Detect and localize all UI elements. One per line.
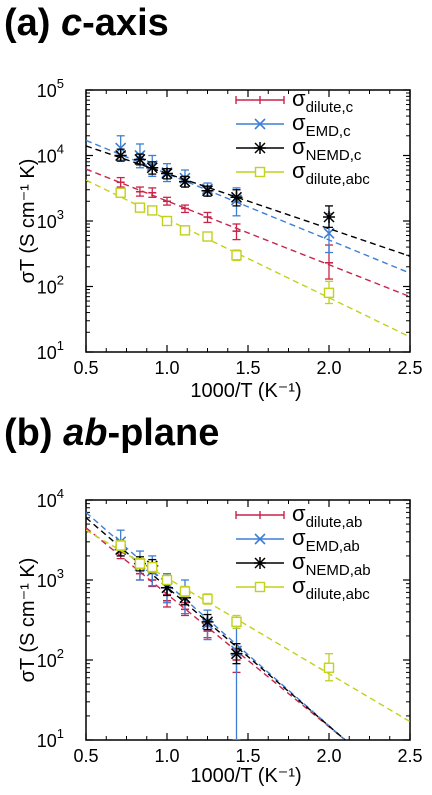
x-axis-label: 1000/T (K⁻¹) (190, 765, 301, 787)
legend-label: σNEMD,ab (292, 549, 371, 579)
legend-marker (254, 166, 266, 178)
legend-marker (254, 581, 266, 593)
legend-marker (254, 557, 266, 569)
plot-panel-a: 0.5 1.0 1.5 2.0 2.5 101 102 103 104 105 1000/T (K⁻… (17, 76, 423, 402)
data-point (230, 647, 243, 660)
data-point (231, 250, 242, 261)
panel-b-italic: ab (63, 412, 108, 454)
fit-line (86, 145, 410, 257)
x-tick-label: 2.5 (397, 358, 422, 378)
x-tick-label: 2.5 (397, 746, 422, 766)
panel-a-italic: c (61, 2, 83, 44)
data-point (115, 187, 126, 198)
series-dilute-abc (86, 529, 410, 723)
x-tick-label: 0.5 (73, 358, 98, 378)
series-nemd-c (86, 145, 410, 257)
data-point (323, 211, 335, 224)
x-tick-label: 2.0 (316, 746, 341, 766)
panel-b-rest: -plane (107, 412, 220, 454)
data-point (115, 540, 126, 551)
plot-panel-b: 0.5 1.0 1.5 2.0 2.5 101 102 103 104 1000/T (K⁻¹) σ… (17, 486, 423, 787)
y-axis-label: σT (S cm⁻¹ K) (17, 558, 39, 683)
data-point (147, 205, 158, 216)
panel-b-title: (b) ab-plane (4, 414, 219, 452)
data-point (178, 175, 191, 188)
x-tick-label: 2.0 (316, 358, 341, 378)
fit-line (86, 511, 346, 740)
series-dilute-c (86, 168, 410, 298)
data-point (201, 615, 214, 628)
panel-a-title: (a) c-axis (4, 4, 169, 42)
x-tick-label: 1.0 (154, 358, 179, 378)
data-point (134, 558, 146, 569)
y-tick-label: 101 (37, 338, 64, 363)
series-dilute-ab (86, 527, 346, 740)
data-point (202, 231, 213, 242)
fit-line (86, 139, 410, 274)
data-point (114, 149, 127, 162)
data-point (323, 287, 335, 299)
panel-a-rest: -axis (82, 2, 169, 44)
fit-line (86, 168, 410, 298)
data-point (147, 561, 158, 573)
plot-data (86, 511, 410, 740)
y-tick-label: 103 (37, 566, 64, 591)
legend-label: σEMD,c (292, 110, 351, 140)
data-point (133, 153, 146, 166)
series-dilute-abc (86, 179, 410, 338)
x-tick-label: 1.5 (235, 358, 260, 378)
y-tick-label: 105 (37, 76, 64, 101)
data-point (161, 574, 173, 586)
y-tick-label: 104 (37, 486, 64, 511)
data-point (146, 161, 159, 174)
legend-label: σEMD,ab (292, 525, 360, 555)
legend-label: σdilute,ab (292, 501, 362, 531)
x-tick-label: 1.0 (154, 746, 179, 766)
fit-line (86, 179, 410, 338)
data-point (161, 581, 173, 594)
y-axis-label: σT (S cm⁻¹ K) (17, 159, 39, 284)
legend-marker (254, 533, 266, 545)
panel-a-letter: (a) (4, 2, 61, 44)
fit-line (86, 527, 346, 740)
data-point (179, 225, 191, 236)
legend-label: σdilute,c (292, 86, 354, 116)
y-tick-label: 103 (37, 207, 64, 232)
data-point (231, 616, 242, 628)
legend-marker (254, 142, 266, 154)
fit-line (86, 517, 346, 740)
y-tick-label: 102 (37, 273, 64, 298)
legend-label: σNEMD,c (292, 134, 362, 164)
data-point (202, 593, 213, 605)
y-tick-label: 102 (37, 646, 64, 671)
legend-label: σdilute,abc (292, 573, 370, 603)
legend-marker (254, 118, 266, 130)
data-point (179, 586, 191, 597)
y-tick-label: 104 (37, 142, 64, 167)
data-point (323, 662, 335, 673)
data-point (230, 191, 243, 204)
data-point (161, 215, 173, 227)
plot-frame (85, 499, 411, 741)
data-point (161, 167, 173, 180)
plot-data (86, 135, 410, 338)
x-axis-label: 1000/T (K⁻¹) (190, 380, 301, 402)
data-point (178, 591, 191, 604)
x-tick-label: 0.5 (73, 746, 98, 766)
panel-b-letter: (b) (4, 412, 64, 454)
y-tick-label: 101 (37, 726, 64, 751)
data-point (134, 202, 146, 213)
legend-label: σdilute,abc (292, 158, 370, 188)
x-tick-label: 1.5 (235, 746, 260, 766)
data-point (201, 184, 214, 197)
